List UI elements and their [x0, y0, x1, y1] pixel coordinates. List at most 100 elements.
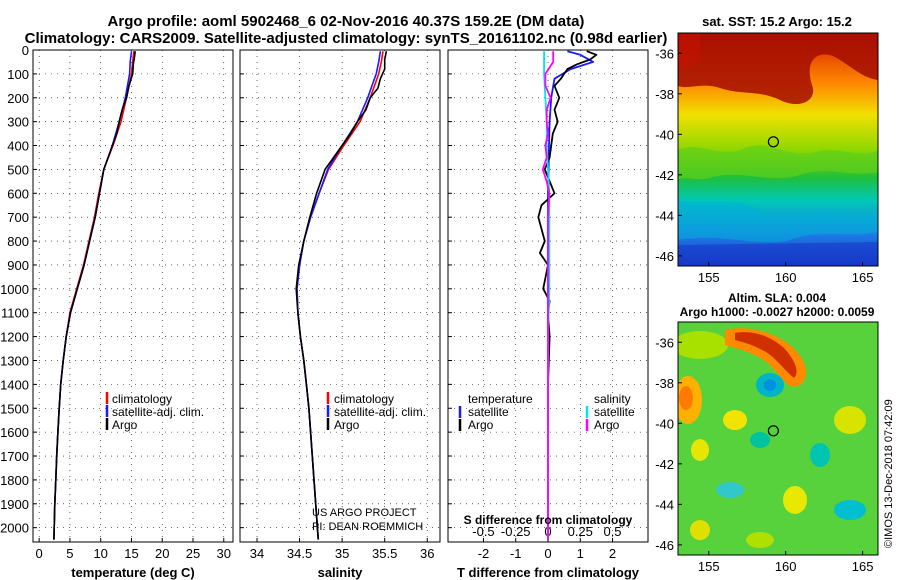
depth-tick-label: 500 — [7, 162, 29, 177]
x-tick-label: 5 — [66, 546, 73, 561]
lat-tick-label: -36 — [655, 335, 674, 350]
temperature-legend: climatology satellite-adj. clim. Argo — [105, 392, 204, 432]
x-tick-label: 34.5 — [287, 546, 312, 561]
temperature-grid — [33, 49, 233, 542]
x-tick-label: 36 — [420, 546, 434, 561]
salinity-legend: climatology satellite-adj. clim. Argo — [326, 392, 426, 432]
lon-tick-label: 155 — [698, 559, 720, 574]
depth-axis-ticks: 0 100 200 300 400 500 600 700 800 900 1000 1100 1200… — [0, 43, 29, 536]
depth-tick-label: 1300 — [0, 353, 29, 368]
lat-tick-label: -36 — [655, 46, 674, 61]
depth-tick-label: 1100 — [1, 306, 29, 321]
depth-tick-label: 100 — [7, 67, 29, 82]
temperature-panel: 0100200300400500600700800900100011001200… — [0, 43, 234, 580]
lat-tick-label: -42 — [655, 457, 674, 472]
lat-tick-label: -46 — [655, 538, 674, 553]
sla-map-frame — [677, 321, 879, 556]
series-temperature-argo — [537, 50, 598, 540]
lat-tick-label: -38 — [655, 376, 674, 391]
depth-tick-label: 1600 — [0, 425, 29, 440]
title-line1: Argo profile: aoml 5902468_6 02-Nov-2016… — [108, 13, 585, 30]
salinity-axis-ticks: 34 34.5 35 35.5 36 — [250, 538, 434, 561]
legend-satellite-label: satellite-adj. clim. — [112, 405, 204, 419]
depth-tick-label: 200 — [7, 91, 29, 106]
lat-tick-label: -44 — [655, 208, 674, 223]
sla-map-panel: Altim. SLA: 0.004 Argo h1000: -0.0027 h2… — [655, 291, 879, 574]
x-tick-label: 0 — [544, 546, 551, 561]
legend-salinity-argo-label: Argo — [594, 418, 620, 432]
t-difference-axis-label: T difference from climatology — [457, 565, 640, 580]
sla-map-title: Altim. SLA: 0.004 — [728, 291, 826, 305]
temperature-axis-ticks: 0 5 10 15 20 25 30 — [36, 538, 231, 561]
lon-tick-label: 165 — [852, 559, 874, 574]
sla-map-subtitle: Argo h1000: -0.0027 h2000: 0.0059 — [680, 305, 875, 319]
series-argo — [295, 51, 388, 540]
sst-map-image — [678, 33, 878, 266]
x-tick-label: 34 — [250, 546, 264, 561]
x-tick-label: 10 — [93, 546, 107, 561]
lat-tick-label: -44 — [655, 497, 674, 512]
credit-project: US ARGO PROJECT — [312, 507, 417, 519]
depth-tick-label: 800 — [7, 234, 29, 249]
x-tick-label: 20 — [155, 546, 169, 561]
argo-float-marker — [767, 136, 779, 148]
series-salinity-argo — [541, 51, 555, 540]
argo-float-marker — [767, 425, 779, 437]
legend-temperature-argo-label: Argo — [468, 418, 494, 432]
series-temperature-satellite — [547, 50, 595, 540]
sst-map-axis-ticks: 155 160 165 -36 -38 -40 -42 -44 -46 — [655, 46, 873, 285]
sla-map-axis-ticks: 155 160 165 -36 -38 -40 -42 -44 -46 — [655, 335, 873, 574]
depth-tick-label: 700 — [7, 210, 29, 225]
x-tick-label: 35.5 — [372, 546, 397, 561]
lon-tick-label: 155 — [698, 270, 720, 285]
lon-tick-label: 160 — [775, 559, 797, 574]
s-difference-axis-label: S difference from climatology — [464, 513, 633, 527]
depth-tick-label: 1000 — [0, 282, 29, 297]
sst-map-frame — [677, 32, 879, 267]
s-tick-label: 0.25 — [568, 524, 593, 539]
salinity-profiles — [295, 51, 388, 540]
lat-tick-label: -38 — [655, 87, 674, 102]
imos-watermark: ©IMOS 13-Dec-2018 07:42:09 — [883, 399, 895, 548]
lon-tick-label: 160 — [775, 270, 797, 285]
legend-satellite-label: satellite-adj. clim. — [334, 405, 426, 419]
series-climatology — [53, 51, 135, 540]
x-tick-label: 2 — [609, 546, 616, 561]
credit-pi: PI: DEAN ROEMMICH — [312, 521, 423, 533]
x-tick-label: -2 — [478, 546, 490, 561]
depth-tick-label: 900 — [7, 258, 29, 273]
x-tick-label: 35 — [335, 546, 349, 561]
salinity-axis-label: salinity — [318, 565, 364, 580]
legend-salinity-heading: salinity — [594, 392, 631, 406]
depth-tick-label: 1900 — [0, 497, 29, 512]
lat-tick-label: -46 — [655, 249, 674, 264]
depth-tick-label: 0 — [22, 43, 29, 58]
difference-panel: -2 -1 0 1 2-0.5 -0.25 0 0.25 0.5 T difference fr… — [447, 49, 649, 580]
temperature-axis-label: temperature (deg C) — [71, 565, 195, 580]
x-tick-label: 25 — [186, 546, 200, 561]
x-tick-label: -1 — [510, 546, 522, 561]
depth-tick-label: 1700 — [0, 449, 29, 464]
depth-tick-label: 2000 — [0, 521, 29, 536]
s-tick-label: -0.5 — [472, 524, 494, 539]
temperature-profiles — [53, 51, 136, 540]
legend-climatology-label: climatology — [334, 392, 394, 406]
series-argo — [53, 51, 136, 540]
depth-tick-label: 600 — [7, 186, 29, 201]
series-satellite-adj-clim- — [296, 51, 382, 540]
depth-tick-label: 1800 — [0, 473, 29, 488]
salinity-grid — [240, 49, 440, 542]
depth-tick-label: 300 — [7, 115, 29, 130]
difference-legend: temperature satellite Argo salinity sate… — [458, 392, 635, 432]
temperature-plot-frame — [32, 49, 234, 543]
salinity-panel: 34 34.5 35 35.5 36 salinity climatology sate… — [239, 49, 441, 580]
lon-tick-label: 165 — [852, 270, 874, 285]
depth-tick-label: 1200 — [0, 330, 29, 345]
legend-argo-label: Argo — [334, 418, 360, 432]
sst-map-panel: sat. SST: 15.2 Argo: 15.2 155 160 165 -36 -3… — [655, 14, 879, 285]
series-climatology — [296, 51, 384, 540]
x-tick-label: 30 — [217, 546, 231, 561]
lat-tick-label: -40 — [655, 127, 674, 142]
title-line2: Climatology: CARS2009. Satellite-adjuste… — [25, 30, 668, 47]
sst-map-title: sat. SST: 15.2 Argo: 15.2 — [702, 14, 852, 29]
